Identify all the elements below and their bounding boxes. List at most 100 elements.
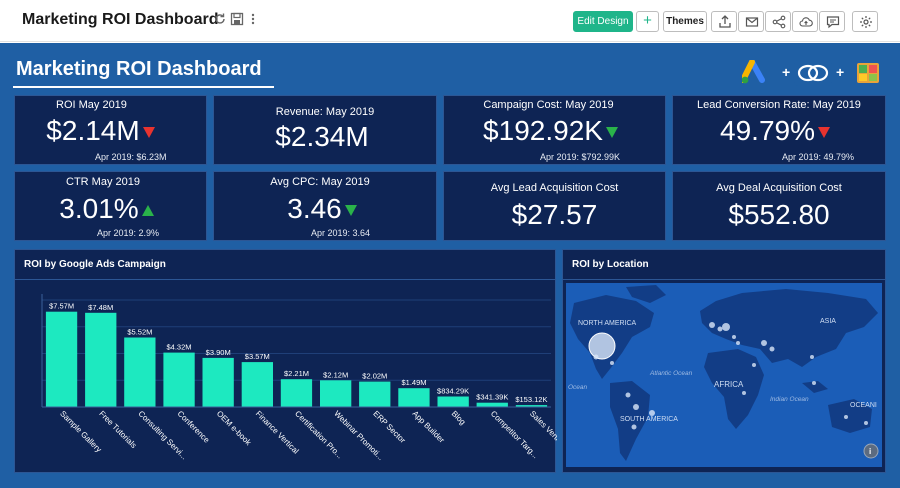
bar-value-label: $3.90M [206, 348, 231, 357]
kpi-lead-conversion-card[interactable]: Lead Conversion Rate: May 2019 49.79% Ap… [672, 95, 886, 165]
kpi-value: $192.92K [440, 115, 661, 147]
label-north-america: NORTH AMERICA [578, 320, 637, 327]
share-button[interactable] [765, 11, 791, 32]
kpi-revenue-card[interactable]: Revenue: May 2019 $2.34M [213, 95, 437, 165]
themes-button[interactable]: Themes [663, 11, 707, 32]
kpi-roi-card[interactable]: ROI May 2019 $2.14M Apr 2019: $6.23M [14, 95, 207, 165]
kpi-previous: Apr 2019: 2.9% [97, 228, 160, 238]
bar-value-label: $341.39K [476, 393, 508, 402]
title-underline [13, 86, 274, 88]
kpi-lead-acquisition-card[interactable]: Avg Lead Acquisition Cost $27.57 [443, 171, 666, 241]
panel-divider [15, 279, 555, 280]
world-map[interactable]: NORTH AMERICA SOUTH AMERICA AFRICA ASIA … [566, 283, 888, 467]
bar-3[interactable] [163, 352, 195, 407]
trend-down-green-icon [605, 127, 618, 139]
roi-bubble [717, 326, 723, 332]
roi-bubble [625, 392, 631, 398]
logo-plus-1: + [782, 64, 790, 80]
bar-9[interactable] [398, 388, 430, 407]
roi-bubble [593, 354, 599, 360]
bar-5[interactable] [241, 362, 273, 407]
roi-bubble [732, 335, 736, 339]
bar-11[interactable] [476, 402, 508, 407]
export-button[interactable] [711, 11, 737, 32]
kpi-previous: Apr 2019: 49.79% [782, 152, 855, 162]
label-africa: AFRICA [714, 380, 744, 389]
kpi-value: $2.14M [5, 115, 196, 147]
kpi-campaign-cost-card[interactable]: Campaign Cost: May 2019 $192.92K Apr 201… [443, 95, 666, 165]
panel-divider [563, 279, 885, 280]
roi-bubble [722, 323, 730, 331]
continent-greenland [626, 285, 666, 303]
roi-by-location-panel[interactable]: ROI by Location [562, 249, 886, 473]
label-pacific-ocean: Ocean [568, 384, 588, 391]
bar-value-label: $2.02M [362, 372, 387, 381]
bar-value-label: $7.48M [88, 303, 113, 312]
roi-bubble-us-large [588, 332, 616, 360]
bar-value-label: $7.57M [49, 302, 74, 311]
bar-value-label: $1.49M [401, 378, 426, 387]
kpi-label: CTR May 2019 [66, 176, 140, 188]
chart-title: ROI by Google Ads Campaign [24, 259, 166, 270]
map-title: ROI by Location [572, 259, 649, 270]
bar-1[interactable] [85, 312, 117, 407]
comments-button[interactable] [819, 11, 845, 32]
bar-4[interactable] [202, 357, 234, 407]
bar-2[interactable] [124, 337, 156, 408]
roi-bubble [736, 341, 740, 345]
refresh-icon[interactable] [213, 12, 227, 26]
category-tick-label: Sales Vertical [528, 409, 557, 450]
publish-button[interactable] [792, 11, 818, 32]
roi-bubble [864, 421, 868, 425]
kpi-value: 3.01% [11, 193, 202, 225]
cloud-upload-icon [799, 17, 813, 27]
continent-africa [704, 349, 764, 429]
more-options-icon[interactable] [246, 12, 260, 26]
bar-value-label: $4.32M [166, 343, 191, 352]
edit-design-button[interactable]: Edit Design [573, 11, 633, 32]
kpi-ctr-card[interactable]: CTR May 2019 3.01% Apr 2019: 2.9% [14, 171, 207, 241]
continent-australia [828, 399, 872, 433]
trend-up-icon [141, 205, 154, 217]
bar-12[interactable] [515, 405, 548, 407]
roi-bubble [610, 361, 614, 365]
roi-bubble [649, 410, 655, 416]
kpi-previous: Apr 2019: $792.99K [540, 152, 621, 162]
category-tick-label: ERP Sector [371, 409, 407, 445]
label-atlantic-ocean: Atlantic Ocean [649, 370, 693, 377]
bar-value-label: $5.52M [127, 328, 152, 337]
bar-0[interactable] [45, 311, 78, 407]
save-icon[interactable] [230, 12, 244, 26]
kpi-deal-acquisition-card[interactable]: Avg Deal Acquisition Cost $552.80 [672, 171, 886, 241]
kpi-label: Lead Conversion Rate: May 2019 [697, 99, 861, 111]
gear-icon [860, 16, 872, 28]
share-icon [772, 15, 786, 29]
bar-value-label: $834.29K [437, 387, 469, 396]
bar-value-label: $2.21M [284, 369, 309, 378]
kpi-value: $27.57 [511, 199, 598, 230]
category-tick-label: Conference [176, 409, 212, 445]
roi-bubble [761, 340, 767, 346]
bar-8[interactable] [359, 381, 391, 407]
bar-6[interactable] [280, 379, 313, 407]
category-tick-label: Sample Gallery [58, 409, 103, 454]
map-info-icon[interactable] [863, 443, 879, 459]
add-widget-button[interactable]: + [636, 11, 659, 32]
comment-icon [826, 16, 840, 29]
logo-plus-2: + [836, 64, 844, 80]
kpi-value: 3.46 [211, 193, 433, 225]
bar-10[interactable] [437, 396, 469, 408]
bar-7[interactable] [320, 380, 352, 407]
label-south-america: SOUTH AMERICA [620, 416, 678, 423]
email-button[interactable] [738, 11, 764, 32]
bar-chart: $7.57M Sample Gallery $7.48M Free Tutorials… [41, 294, 557, 462]
trend-down-icon [142, 127, 155, 139]
category-tick-label: Free Tutorials [97, 409, 138, 450]
kpi-avg-cpc-card[interactable]: Avg CPC: May 2019 3.46 Apr 2019: 3.64 [213, 171, 437, 241]
roi-bubble [631, 424, 637, 430]
roi-by-campaign-panel[interactable]: ROI by Google Ads Campaign $7.57M Sample … [14, 249, 557, 473]
label-oceania: OCEANI [850, 402, 877, 409]
dashboard-title: Marketing ROI Dashboard [16, 58, 262, 80]
settings-button[interactable] [852, 11, 878, 32]
kpi-value: 49.79% [669, 115, 881, 147]
